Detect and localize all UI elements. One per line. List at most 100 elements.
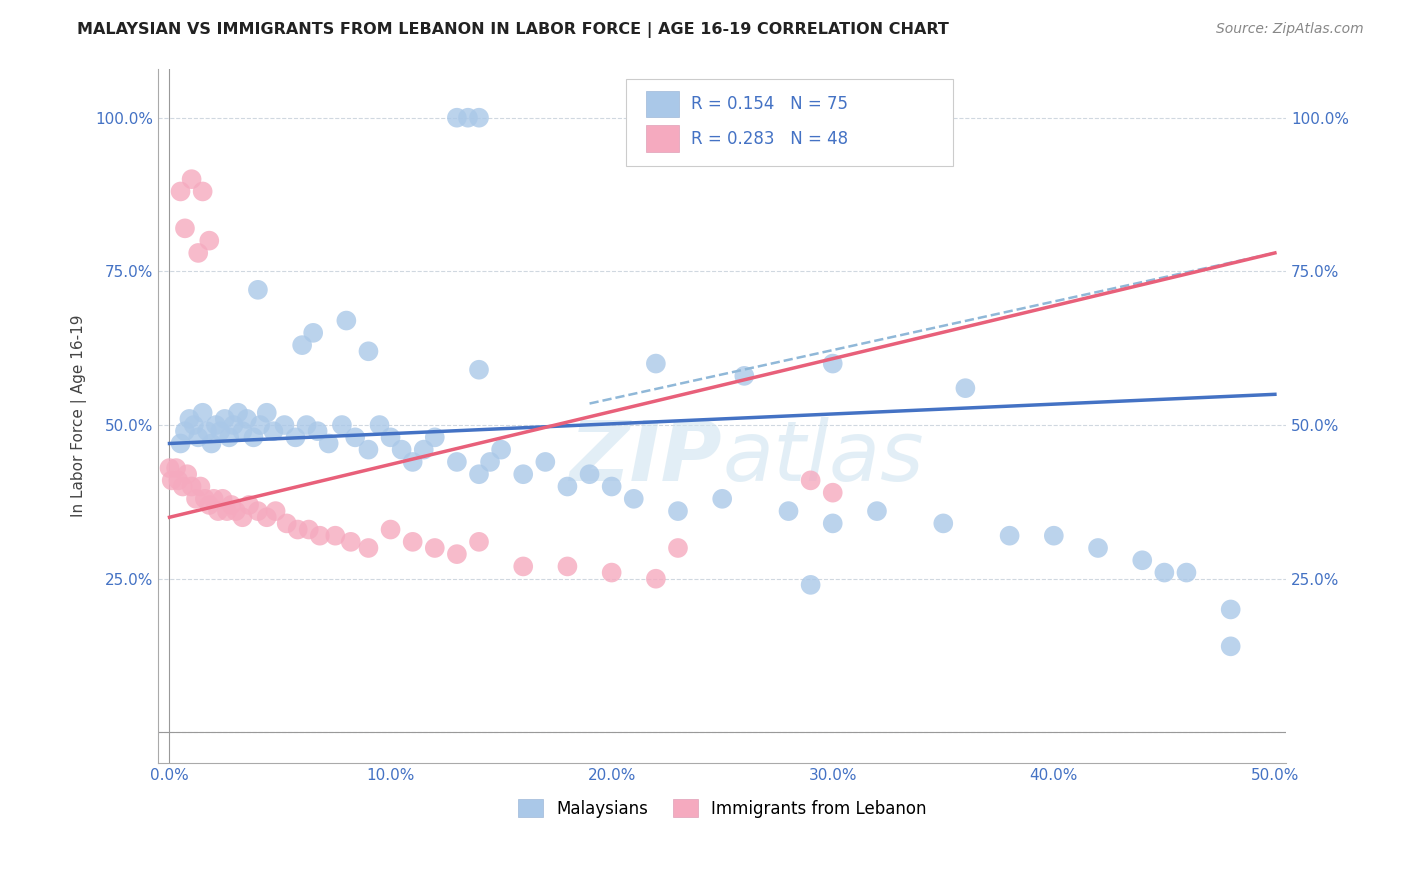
Point bbox=[534, 455, 557, 469]
Point bbox=[955, 381, 977, 395]
Point bbox=[644, 572, 666, 586]
Point bbox=[446, 547, 468, 561]
Point bbox=[1130, 553, 1153, 567]
Point bbox=[302, 326, 325, 340]
Point bbox=[284, 430, 307, 444]
Point bbox=[479, 455, 502, 469]
Point bbox=[644, 357, 666, 371]
Point bbox=[1087, 541, 1109, 555]
Point bbox=[236, 412, 259, 426]
Point bbox=[711, 491, 734, 506]
Point bbox=[169, 185, 191, 199]
Point bbox=[344, 430, 367, 444]
Point bbox=[308, 529, 330, 543]
Point bbox=[457, 111, 479, 125]
Point bbox=[1175, 566, 1198, 580]
Point bbox=[214, 412, 236, 426]
Point bbox=[222, 418, 245, 433]
Point bbox=[211, 491, 233, 506]
Point bbox=[557, 479, 579, 493]
Point bbox=[423, 430, 446, 444]
Point bbox=[318, 436, 340, 450]
FancyBboxPatch shape bbox=[645, 91, 679, 117]
Point bbox=[468, 467, 491, 482]
Point bbox=[246, 283, 269, 297]
Point bbox=[202, 491, 225, 506]
Point bbox=[391, 442, 413, 457]
Point bbox=[231, 424, 253, 438]
Point bbox=[160, 474, 183, 488]
Point bbox=[380, 430, 402, 444]
Point bbox=[207, 504, 229, 518]
Point bbox=[468, 111, 491, 125]
Point bbox=[191, 406, 214, 420]
Point bbox=[800, 578, 823, 592]
Point bbox=[402, 534, 425, 549]
FancyBboxPatch shape bbox=[626, 78, 953, 166]
Point bbox=[335, 313, 357, 327]
Legend: Malaysians, Immigrants from Lebanon: Malaysians, Immigrants from Lebanon bbox=[510, 793, 934, 824]
Point bbox=[578, 467, 600, 482]
Point bbox=[339, 534, 361, 549]
Point bbox=[198, 498, 221, 512]
Point bbox=[231, 510, 253, 524]
Point bbox=[215, 504, 238, 518]
Point bbox=[323, 529, 346, 543]
Point bbox=[368, 418, 391, 433]
Point bbox=[298, 523, 321, 537]
Point bbox=[623, 491, 645, 506]
Point bbox=[291, 338, 314, 352]
Point bbox=[159, 461, 181, 475]
Point bbox=[264, 504, 287, 518]
Point bbox=[190, 479, 212, 493]
Point bbox=[821, 485, 844, 500]
Text: Source: ZipAtlas.com: Source: ZipAtlas.com bbox=[1216, 22, 1364, 37]
Point bbox=[218, 430, 240, 444]
Point bbox=[357, 442, 380, 457]
Point bbox=[489, 442, 512, 457]
Point bbox=[256, 406, 278, 420]
Point bbox=[273, 418, 295, 433]
Point bbox=[221, 498, 243, 512]
Point bbox=[402, 455, 425, 469]
Point bbox=[307, 424, 329, 438]
Point bbox=[295, 418, 318, 433]
Point bbox=[468, 362, 491, 376]
Point bbox=[423, 541, 446, 555]
Point bbox=[821, 516, 844, 531]
Point bbox=[262, 424, 284, 438]
Point bbox=[249, 418, 271, 433]
Point bbox=[172, 479, 194, 493]
Text: atlas: atlas bbox=[723, 417, 924, 498]
Point bbox=[666, 504, 689, 518]
Y-axis label: In Labor Force | Age 16-19: In Labor Force | Age 16-19 bbox=[72, 315, 87, 517]
Point bbox=[287, 523, 309, 537]
Point bbox=[600, 566, 623, 580]
Point bbox=[1043, 529, 1066, 543]
Point bbox=[557, 559, 579, 574]
Point bbox=[180, 479, 202, 493]
Point bbox=[184, 491, 207, 506]
Point bbox=[209, 424, 232, 438]
Point bbox=[174, 221, 197, 235]
Point bbox=[357, 344, 380, 359]
Point bbox=[866, 504, 889, 518]
Point bbox=[512, 467, 534, 482]
Point bbox=[910, 111, 932, 125]
Point bbox=[238, 498, 260, 512]
Point bbox=[165, 461, 187, 475]
Point bbox=[180, 172, 202, 186]
Point bbox=[246, 504, 269, 518]
Point bbox=[600, 479, 623, 493]
Point bbox=[226, 406, 249, 420]
Point bbox=[380, 523, 402, 537]
Point bbox=[1219, 602, 1241, 616]
Point bbox=[932, 516, 955, 531]
Point bbox=[179, 412, 201, 426]
Point bbox=[276, 516, 298, 531]
Point bbox=[821, 357, 844, 371]
Point bbox=[242, 430, 264, 444]
Point bbox=[1219, 640, 1241, 654]
Point bbox=[468, 534, 491, 549]
Point bbox=[256, 510, 278, 524]
